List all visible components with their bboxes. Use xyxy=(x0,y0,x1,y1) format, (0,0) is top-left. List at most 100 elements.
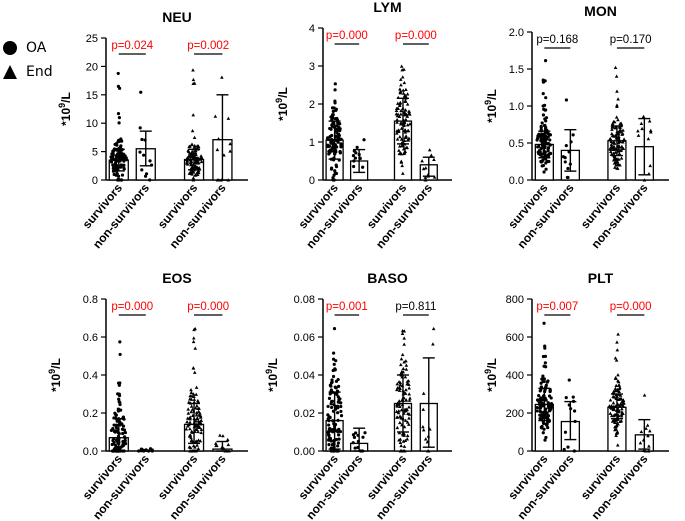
data-point xyxy=(542,427,546,431)
data-point xyxy=(339,142,343,146)
data-point xyxy=(144,172,149,176)
data-point xyxy=(123,436,127,440)
data-point xyxy=(543,117,547,121)
data-point xyxy=(638,441,643,445)
data-point xyxy=(189,449,193,453)
data-point xyxy=(186,411,191,415)
data-point xyxy=(547,132,551,137)
data-point xyxy=(429,153,434,157)
data-point xyxy=(542,364,546,368)
data-point xyxy=(544,435,548,440)
data-point xyxy=(122,163,126,167)
data-point xyxy=(120,173,125,177)
data-point xyxy=(117,121,121,125)
y-tick-label: 0.8 xyxy=(83,294,98,306)
data-point xyxy=(188,420,192,424)
data-point xyxy=(331,113,335,117)
data-point xyxy=(351,433,356,437)
chart-title: PLT xyxy=(588,270,614,286)
data-point xyxy=(196,161,200,165)
data-point xyxy=(567,378,571,382)
chart-panel-eos: EOS0.00.20.40.60.8*109/Lsurvivorsnon-sur… xyxy=(47,270,248,521)
data-point xyxy=(615,340,619,344)
data-point xyxy=(536,150,540,154)
data-point xyxy=(187,445,192,449)
data-point xyxy=(610,121,615,125)
data-point xyxy=(194,392,199,396)
data-point xyxy=(403,130,408,134)
data-point xyxy=(400,352,405,357)
data-point xyxy=(395,128,399,133)
data-point xyxy=(190,142,194,146)
data-point xyxy=(636,133,641,137)
data-point xyxy=(611,134,616,138)
data-point xyxy=(426,449,431,453)
data-point xyxy=(406,379,411,383)
data-point xyxy=(331,419,335,423)
data-point xyxy=(401,366,406,371)
data-point xyxy=(123,430,128,435)
data-point xyxy=(618,393,623,397)
data-point xyxy=(539,381,543,385)
data-point xyxy=(423,166,428,170)
data-point xyxy=(192,135,197,140)
data-point xyxy=(327,427,332,431)
data-point xyxy=(193,406,198,410)
data-point xyxy=(192,370,197,374)
data-point xyxy=(395,404,399,408)
data-point xyxy=(544,167,548,171)
data-point xyxy=(195,439,199,443)
data-point xyxy=(540,121,544,125)
data-point xyxy=(405,92,410,96)
data-point xyxy=(196,398,200,403)
data-point xyxy=(611,147,616,152)
data-point xyxy=(121,442,125,446)
data-point xyxy=(540,164,544,168)
data-point xyxy=(615,104,619,108)
data-point xyxy=(394,106,399,110)
data-point xyxy=(333,117,337,121)
data-point xyxy=(186,407,191,411)
data-point xyxy=(355,145,359,149)
data-point xyxy=(614,431,619,435)
data-point xyxy=(119,144,123,148)
data-point xyxy=(191,113,196,117)
data-point xyxy=(619,414,624,418)
chart-title: EOS xyxy=(162,270,192,286)
data-point xyxy=(402,342,406,346)
data-point xyxy=(333,101,337,105)
data-point xyxy=(353,156,358,160)
data-point xyxy=(535,398,540,402)
data-point xyxy=(542,321,546,325)
data-point xyxy=(196,446,201,451)
data-point xyxy=(191,339,196,344)
data-point xyxy=(544,422,548,426)
data-point xyxy=(395,425,400,430)
data-point xyxy=(333,367,337,371)
y-axis-label: *109/L xyxy=(57,92,73,126)
data-point xyxy=(612,413,617,417)
data-point xyxy=(113,429,117,433)
data-point xyxy=(538,417,542,421)
data-point xyxy=(614,383,618,388)
data-point xyxy=(565,175,569,180)
data-point xyxy=(191,176,196,180)
data-point xyxy=(193,148,198,153)
data-point xyxy=(332,327,337,331)
data-point xyxy=(190,157,195,161)
data-point xyxy=(327,396,332,400)
data-point xyxy=(612,404,616,409)
data-point xyxy=(616,117,620,122)
data-point xyxy=(611,390,616,394)
data-point xyxy=(398,90,402,94)
data-point xyxy=(641,114,646,118)
data-point xyxy=(402,150,407,154)
data-point xyxy=(330,399,335,403)
data-point xyxy=(400,331,405,335)
y-tick-label: 0.6 xyxy=(83,332,98,344)
data-point xyxy=(541,354,546,359)
y-tick-label: 200 xyxy=(506,408,524,420)
data-point xyxy=(405,145,409,150)
data-point xyxy=(402,113,407,117)
data-point xyxy=(401,171,405,175)
